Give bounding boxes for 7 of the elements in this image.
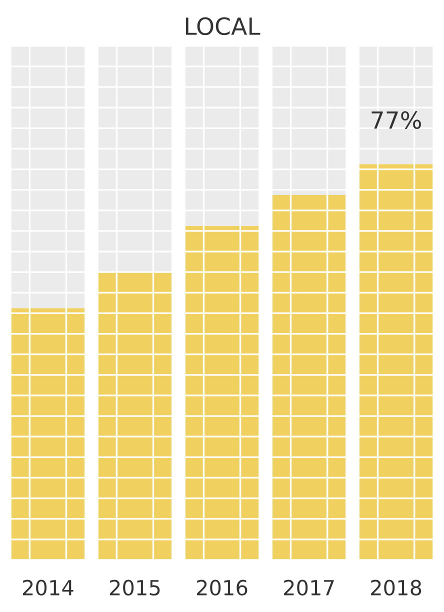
data-label: 77%	[372, 111, 421, 130]
x-tick-label: 2017	[284, 580, 334, 596]
chart-title: LOCAL	[186, 17, 260, 36]
x-tick-label: 2015	[110, 580, 160, 596]
x-tick-label: 2016	[197, 580, 248, 596]
x-tick-label: 2014	[22, 580, 74, 596]
x-tick-label: 2018	[371, 580, 422, 596]
